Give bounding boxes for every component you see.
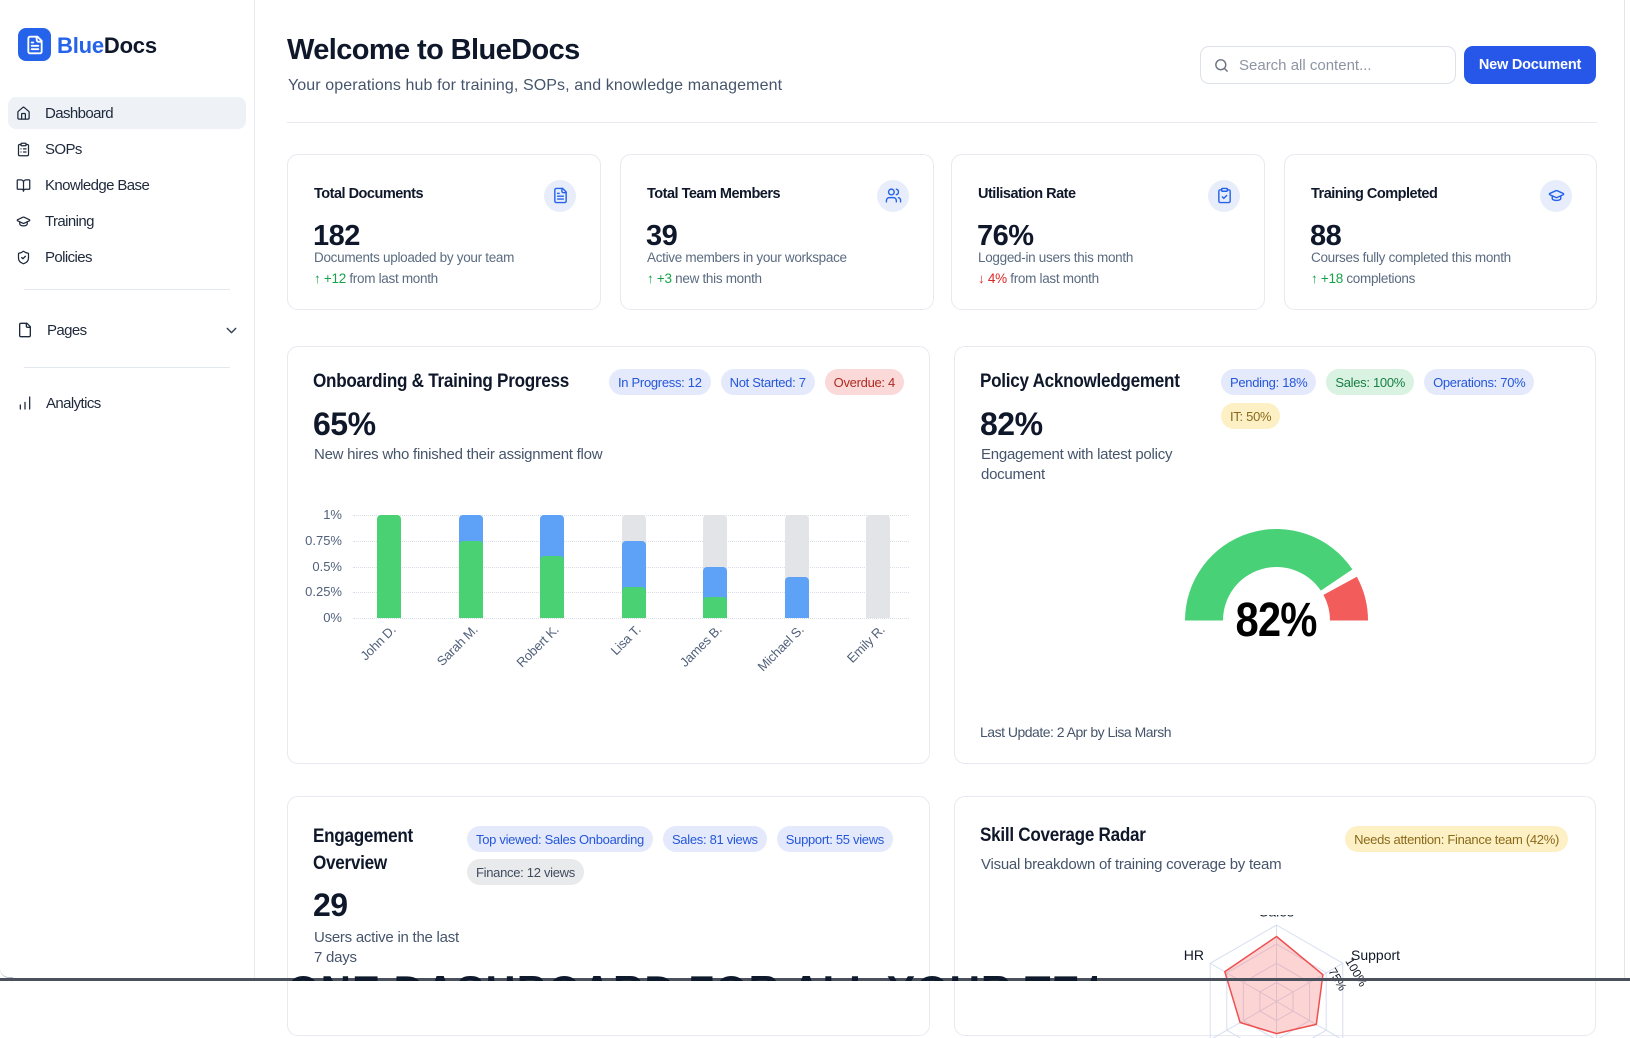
svg-text:Sales: Sales	[1259, 915, 1294, 920]
svg-text:Support: Support	[1351, 947, 1400, 963]
svg-text:HR: HR	[1184, 947, 1204, 963]
